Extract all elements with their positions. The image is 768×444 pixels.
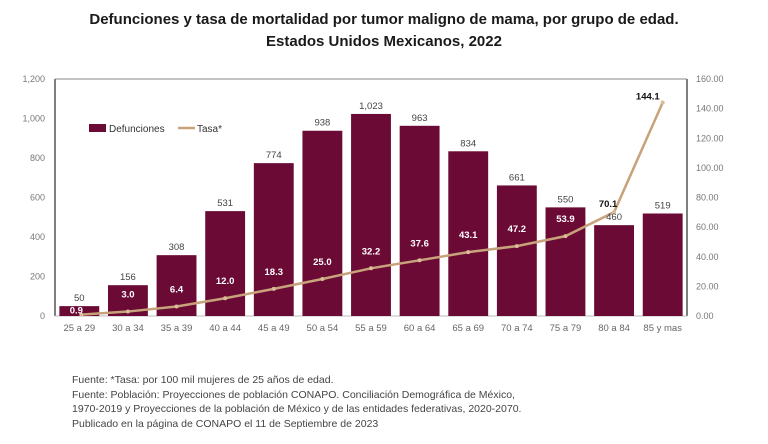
rate-value-label: 53.9 xyxy=(556,214,575,225)
bar-value-label: 460 xyxy=(606,212,622,223)
rate-value-label: 12.0 xyxy=(216,276,235,287)
rate-point xyxy=(174,304,179,309)
left-tick-label: 400 xyxy=(30,232,45,242)
legend-label-tasa: Tasa* xyxy=(197,124,222,135)
bars-group xyxy=(59,113,683,317)
rate-point xyxy=(125,309,130,314)
legend: Defunciones Tasa* xyxy=(89,124,222,135)
bar-value-label: 550 xyxy=(558,194,574,205)
x-tick-label: 75 a 79 xyxy=(550,323,582,334)
bar xyxy=(496,185,537,316)
bar-value-label: 519 xyxy=(655,200,671,211)
x-tick-label: 35 a 39 xyxy=(161,323,193,334)
left-tick-label: 1,000 xyxy=(22,114,45,124)
bar-value-label: 50 xyxy=(74,293,85,304)
rate-value-label: 37.6 xyxy=(410,238,429,249)
rate-value-label: 47.2 xyxy=(508,224,527,235)
rate-point xyxy=(320,276,325,281)
rate-point xyxy=(271,286,276,291)
x-tick-label: 60 a 64 xyxy=(404,323,436,334)
chart-canvas: 0 200 400 600 800 1,000 1,200 0.00 20.00 40.00 60.… xyxy=(22,74,723,334)
bar-value-label: 963 xyxy=(412,113,428,124)
x-tick-label: 55 a 59 xyxy=(355,323,387,334)
rate-point xyxy=(369,266,373,271)
x-tick-label: 50 a 54 xyxy=(307,323,339,334)
rate-value-label: 32.2 xyxy=(362,246,381,257)
rate-point xyxy=(563,234,568,239)
bar-value-label: 938 xyxy=(314,118,330,129)
rate-value-label: 25.0 xyxy=(313,257,332,268)
bar xyxy=(545,207,586,316)
rate-value-label: 70.1 xyxy=(599,199,618,210)
right-tick-label: 160.00 xyxy=(696,74,724,84)
bar-value-label: 774 xyxy=(266,150,282,161)
bar-value-label: 156 xyxy=(120,272,136,283)
left-tick-label: 600 xyxy=(30,193,45,203)
bar xyxy=(302,130,343,316)
labels-group: 50 25 a 29 156 30 a 34 308 35 a 39 531 40 a 44 7… xyxy=(63,92,682,334)
rate-point xyxy=(466,250,471,255)
right-tick-label: 40.00 xyxy=(696,252,719,262)
right-tick-label: 120.00 xyxy=(696,133,724,143)
bar xyxy=(399,125,440,317)
bar-value-label: 661 xyxy=(509,172,525,183)
bar-value-label: 531 xyxy=(217,198,233,209)
legend-swatch-defunciones xyxy=(89,124,106,132)
bar-value-label: 834 xyxy=(460,138,476,149)
legend-label-defunciones: Defunciones xyxy=(109,124,165,135)
x-tick-label: 30 a 34 xyxy=(112,323,144,334)
bar xyxy=(351,113,391,317)
rate-value-label: 144.1 xyxy=(636,92,660,103)
note-line: 1970-2019 y Proyecciones de la población… xyxy=(72,403,522,415)
rate-point xyxy=(79,312,84,317)
axes: 0 200 400 600 800 1,000 1,200 0.00 20.00 40.00 60.… xyxy=(22,74,723,321)
right-tick-label: 140.00 xyxy=(696,104,724,114)
left-tick-label: 200 xyxy=(30,272,45,282)
right-tick-label: 0.00 xyxy=(696,311,714,321)
rate-line-group xyxy=(79,100,665,317)
rate-value-label: 43.1 xyxy=(459,230,478,241)
bar xyxy=(642,213,683,316)
rate-point xyxy=(223,296,228,301)
x-tick-label: 85 y mas xyxy=(643,323,682,334)
note-line: Fuente: *Tasa: por 100 mil mujeres de 25… xyxy=(72,374,334,386)
chart-title: Defunciones y tasa de mortalidad por tum… xyxy=(89,11,679,28)
x-tick-label: 25 a 29 xyxy=(63,323,95,334)
bar xyxy=(448,151,489,316)
bar xyxy=(59,306,100,316)
rate-value-label: 18.3 xyxy=(265,267,284,278)
left-tick-label: 0 xyxy=(40,311,45,321)
left-tick-label: 1,200 xyxy=(22,74,45,84)
x-tick-label: 45 a 49 xyxy=(258,323,290,334)
bar-value-label: 308 xyxy=(169,242,185,253)
right-tick-label: 100.00 xyxy=(696,163,724,173)
note-line: Publicado en la página de CONAPO el 11 d… xyxy=(72,417,379,430)
x-tick-label: 80 a 84 xyxy=(598,323,630,334)
right-tick-label: 20.00 xyxy=(696,281,719,291)
x-tick-label: 40 a 44 xyxy=(209,323,241,334)
bar xyxy=(253,163,294,316)
note-line: Fuente: Población: Proyecciones de pobla… xyxy=(72,388,515,401)
rate-point xyxy=(417,258,422,263)
source-notes: Fuente: *Tasa: por 100 mil mujeres de 25… xyxy=(72,373,521,431)
rate-point xyxy=(660,100,665,105)
left-tick-label: 800 xyxy=(30,153,45,163)
rate-point xyxy=(612,210,617,215)
right-tick-label: 60.00 xyxy=(696,222,719,232)
bar-value-label: 1,023 xyxy=(359,101,383,112)
chart-subtitle: Estados Unidos Mexicanos, 2022 xyxy=(266,33,502,50)
right-tick-label: 80.00 xyxy=(696,193,719,203)
rate-value-label: 3.0 xyxy=(121,290,134,301)
rate-value-label: 6.4 xyxy=(170,285,184,296)
x-tick-label: 65 a 69 xyxy=(452,323,484,334)
bar xyxy=(594,225,635,316)
rate-value-label: 0.9 xyxy=(70,306,83,317)
rate-point xyxy=(514,244,519,249)
x-tick-label: 70 a 74 xyxy=(501,323,533,334)
